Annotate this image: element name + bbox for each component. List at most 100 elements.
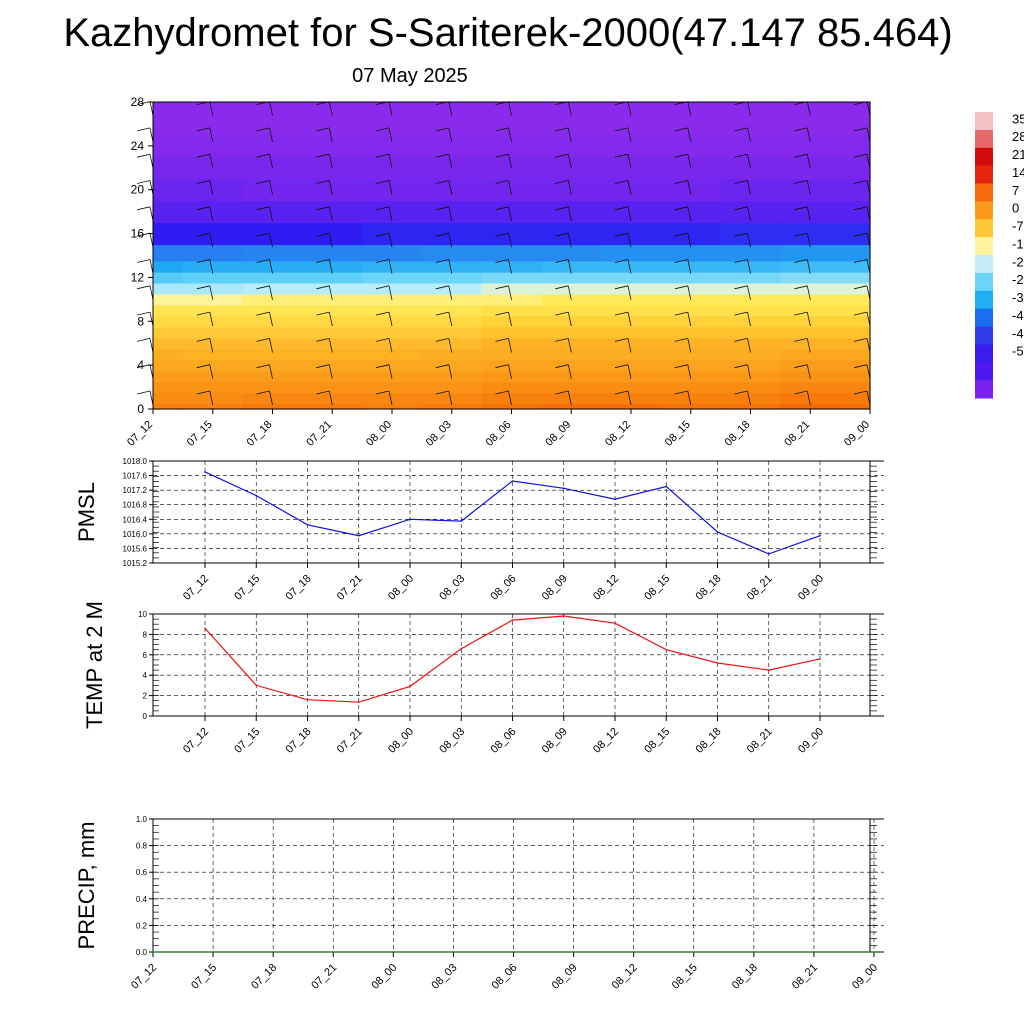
heatmap-cell [481, 348, 542, 361]
wind-barb [687, 259, 692, 274]
colorbar-label: -2 [1012, 254, 1024, 269]
wind-barb [328, 285, 333, 300]
x-tick-label: 08_03 [437, 726, 467, 756]
wind-barb-flag [316, 206, 330, 211]
wind-barb-flag [794, 311, 808, 316]
data-point [332, 951, 335, 953]
heatmap-cell [242, 326, 303, 339]
heatmap-cell [362, 102, 423, 114]
wind-barb-flag [196, 311, 210, 316]
heatmap-cell [242, 370, 303, 383]
x-tick-label: 08_21 [782, 419, 812, 449]
heatmap-cell [421, 113, 483, 136]
wind-barb-flag [794, 206, 808, 211]
y-tick-label: 8 [137, 314, 144, 328]
chart-date: 07 May 2025 [352, 65, 468, 87]
wind-barb-flag [674, 232, 688, 237]
heatmap-cell [242, 261, 303, 273]
heatmap-cell [601, 315, 662, 328]
heatmap-cell [182, 326, 244, 339]
wind-barb-flag [316, 338, 330, 342]
data-point [512, 951, 515, 953]
x-tick-label: 07_18 [249, 962, 279, 992]
wind-barb-flag [136, 206, 151, 211]
heatmap-cell [720, 282, 781, 295]
wind-barb [687, 127, 692, 142]
y-tick-label: 0 [137, 402, 144, 416]
data-point [716, 531, 719, 533]
wind-barb [567, 233, 572, 248]
heatmap-cell [421, 282, 483, 295]
wind-barb-flag [375, 364, 390, 369]
heatmap-cell [153, 337, 184, 350]
wind-barb-flag [555, 285, 569, 290]
heatmap-cell [660, 261, 722, 273]
heatmap-cell [840, 244, 871, 262]
wind-barb-flag [614, 259, 629, 263]
heatmap-cell [362, 282, 423, 295]
wind-barb-flag [435, 206, 449, 211]
x-tick-label: 08_00 [364, 419, 394, 449]
data-point [665, 485, 668, 488]
heatmap-cell [541, 370, 602, 383]
colorbar-swatch [975, 147, 993, 167]
wind-barb [209, 154, 214, 169]
wind-barb [627, 364, 632, 379]
colorbar-label: 35 [1012, 111, 1024, 126]
data-point [819, 534, 821, 537]
heatmap-cell [153, 403, 184, 410]
wind-barb-flag [614, 364, 629, 369]
wind-barb-flag [316, 127, 330, 132]
heatmap-cell [660, 359, 722, 372]
wind-barb [269, 312, 273, 327]
wind-barb-flag [316, 364, 330, 369]
heatmap-cell [481, 359, 542, 372]
colorbar-label: -4 [1012, 326, 1024, 341]
heatmap-cell [481, 200, 542, 224]
data-point [452, 951, 455, 953]
heatmap-cell [302, 304, 363, 317]
wind-barb [209, 312, 214, 327]
heatmap-cell [362, 370, 423, 383]
x-tick-label: 08_03 [424, 419, 454, 449]
data-point [306, 524, 309, 526]
wind-barb [627, 127, 632, 142]
heatmap-cell [601, 381, 662, 394]
wind-barb-flag [375, 285, 390, 290]
wind-barb [448, 390, 453, 406]
colorbar-label: 21 [1012, 147, 1024, 162]
heatmap-cell [840, 337, 871, 350]
heatmap-cell [720, 200, 781, 224]
data-point [392, 951, 395, 953]
heatmap-cell [302, 326, 363, 339]
x-tick-label: 07_12 [129, 962, 159, 992]
heatmap-cell [153, 282, 184, 295]
wind-barb-flag [435, 338, 449, 342]
wind-barb [687, 101, 692, 116]
x-tick-label: 08_00 [386, 726, 416, 756]
y-axis-title: TEMP at 2 M [82, 601, 107, 729]
heatmap-cell [153, 370, 184, 383]
data-point [614, 498, 616, 501]
wind-barb-flag [136, 259, 151, 263]
wind-barb [269, 180, 273, 195]
wind-barb-flag [674, 364, 688, 369]
wind-barb [806, 154, 811, 169]
data-point [572, 951, 575, 953]
wind-barb [269, 338, 273, 353]
wind-barb-flag [435, 364, 449, 369]
heatmap-cell [242, 222, 303, 246]
wind-barb [806, 127, 811, 142]
wind-barb-flag [136, 364, 151, 369]
heatmap-cell [780, 315, 841, 328]
wind-barb-flag [555, 153, 569, 158]
heatmap-cell [153, 222, 184, 246]
heatmap-cell [720, 244, 781, 262]
wind-barb-flag [316, 153, 330, 158]
heatmap-cell [481, 113, 542, 136]
heatmap-cell [182, 261, 244, 273]
heatmap-cell [780, 403, 841, 410]
heatmap-cell [153, 315, 184, 328]
heatmap-cell [153, 326, 184, 339]
wind-barb [448, 364, 453, 379]
